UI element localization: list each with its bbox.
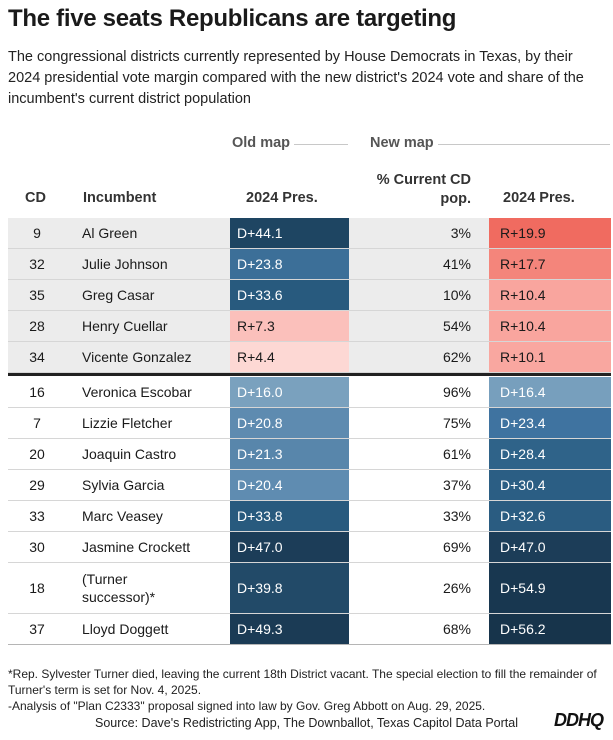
share-cell: 10% bbox=[442, 287, 471, 303]
old-map-group-header: Old map bbox=[228, 135, 348, 155]
share-cell: 62% bbox=[442, 349, 471, 365]
chart-subtitle: The congressional districts currently re… bbox=[8, 49, 584, 107]
old-pres-cell: R+4.4 bbox=[230, 342, 349, 372]
new-pres-cell: D+32.6 bbox=[489, 501, 611, 531]
share-cell: 61% bbox=[442, 446, 471, 462]
incumbent-cell: Henry Cuellar bbox=[82, 318, 168, 334]
share-cell: 96% bbox=[442, 384, 471, 400]
old-pres-cell: D+23.8 bbox=[230, 249, 349, 279]
new-pres-cell: D+54.9 bbox=[489, 563, 611, 613]
share-cell: 33% bbox=[442, 508, 471, 524]
old-pres-cell: D+16.0 bbox=[230, 377, 349, 407]
new-pres-cell: D+30.4 bbox=[489, 470, 611, 500]
cd-cell: 28 bbox=[29, 318, 45, 334]
new-map-group-header: New map bbox=[366, 135, 610, 155]
table-row: 34 Vicente Gonzalez R+4.4 62% R+10.1 bbox=[8, 342, 611, 373]
cd-cell: 37 bbox=[29, 621, 45, 637]
new-pres-cell: D+23.4 bbox=[489, 408, 611, 438]
incumbent-cell: Joaquin Castro bbox=[82, 446, 177, 462]
ddhq-logo: DDHQ bbox=[554, 710, 604, 730]
new-pres-cell: R+19.9 bbox=[489, 218, 611, 248]
table-row: 9 Al Green D+44.1 3% R+19.9 bbox=[8, 218, 611, 249]
table-row: 7 Lizzie Fletcher D+20.8 75% D+23.4 bbox=[8, 408, 611, 439]
share-cell: 26% bbox=[442, 580, 471, 596]
header-cd: CD bbox=[25, 190, 46, 206]
table-row: 28 Henry Cuellar R+7.3 54% R+10.4 bbox=[8, 311, 611, 342]
header-new-pres: 2024 Pres. bbox=[503, 190, 575, 206]
footnote-turner: *Rep. Sylvester Turner died, leaving the… bbox=[8, 667, 597, 697]
incumbent-cell: Greg Casar bbox=[82, 287, 155, 303]
incumbent-cell: (Turner successor)* bbox=[82, 571, 156, 605]
cd-cell: 16 bbox=[29, 384, 45, 400]
table-row: 37 Lloyd Doggett D+49.3 68% D+56.2 bbox=[8, 614, 611, 645]
old-pres-cell: D+20.4 bbox=[230, 470, 349, 500]
table-row: 35 Greg Casar D+33.6 10% R+10.4 bbox=[8, 280, 611, 311]
cd-cell: 7 bbox=[33, 415, 41, 431]
cd-cell: 30 bbox=[29, 539, 45, 555]
chart-title: The five seats Republicans are targeting bbox=[8, 5, 457, 32]
cd-cell: 20 bbox=[29, 446, 45, 462]
header-share: % Current CD pop. bbox=[366, 171, 471, 209]
header-share-line2: pop. bbox=[440, 191, 471, 207]
incumbent-cell: Julie Johnson bbox=[82, 256, 168, 272]
old-map-label: Old map bbox=[228, 135, 295, 151]
table-row: 32 Julie Johnson D+23.8 41% R+17.7 bbox=[8, 249, 611, 280]
incumbent-cell: Jasmine Crockett bbox=[82, 539, 191, 555]
table-row: 30 Jasmine Crockett D+47.0 69% D+47.0 bbox=[8, 532, 611, 563]
new-pres-cell: D+56.2 bbox=[489, 614, 611, 644]
incumbent-cell: Veronica Escobar bbox=[82, 384, 192, 400]
share-cell: 68% bbox=[442, 621, 471, 637]
targeted-seats-divider bbox=[8, 373, 611, 376]
incumbent-cell: Lloyd Doggett bbox=[82, 621, 169, 637]
header-old-pres: 2024 Pres. bbox=[246, 190, 318, 206]
incumbent-cell: Marc Veasey bbox=[82, 508, 163, 524]
cd-cell: 33 bbox=[29, 508, 45, 524]
old-pres-cell: D+20.8 bbox=[230, 408, 349, 438]
share-cell: 3% bbox=[450, 225, 471, 241]
header-incumbent: Incumbent bbox=[83, 190, 157, 206]
old-pres-cell: D+33.6 bbox=[230, 280, 349, 310]
footnotes: *Rep. Sylvester Turner died, leaving the… bbox=[8, 666, 608, 714]
new-pres-cell: D+47.0 bbox=[489, 532, 611, 562]
new-pres-cell: R+10.4 bbox=[489, 311, 611, 341]
table-row: 29 Sylvia Garcia D+20.4 37% D+30.4 bbox=[8, 470, 611, 501]
cd-cell: 9 bbox=[33, 225, 41, 241]
new-pres-cell: D+28.4 bbox=[489, 439, 611, 469]
incumbent-cell: Vicente Gonzalez bbox=[82, 349, 192, 365]
table-row: 20 Joaquin Castro D+21.3 61% D+28.4 bbox=[8, 439, 611, 470]
cd-cell: 32 bbox=[29, 256, 45, 272]
table-row: 33 Marc Veasey D+33.8 33% D+32.6 bbox=[8, 501, 611, 532]
cd-cell: 29 bbox=[29, 477, 45, 493]
share-cell: 54% bbox=[442, 318, 471, 334]
new-pres-cell: D+16.4 bbox=[489, 377, 611, 407]
share-cell: 69% bbox=[442, 539, 471, 555]
new-map-label: New map bbox=[366, 135, 438, 151]
old-pres-cell: D+33.8 bbox=[230, 501, 349, 531]
table-row: 16 Veronica Escobar D+16.0 96% D+16.4 bbox=[8, 377, 611, 408]
old-pres-cell: D+21.3 bbox=[230, 439, 349, 469]
source-line: Source: Dave's Redistricting App, The Do… bbox=[95, 716, 518, 730]
cd-cell: 34 bbox=[29, 349, 45, 365]
incumbent-cell: Sylvia Garcia bbox=[82, 477, 165, 493]
old-pres-cell: D+44.1 bbox=[230, 218, 349, 248]
new-pres-cell: R+10.4 bbox=[489, 280, 611, 310]
share-cell: 37% bbox=[442, 477, 471, 493]
new-pres-cell: R+10.1 bbox=[489, 342, 611, 372]
incumbent-cell: Lizzie Fletcher bbox=[82, 415, 173, 431]
incumbent-cell: Al Green bbox=[82, 225, 138, 241]
cd-cell: 35 bbox=[29, 287, 45, 303]
header-share-line1: % Current CD bbox=[376, 172, 471, 188]
cd-cell: 18 bbox=[29, 580, 45, 596]
old-pres-cell: R+7.3 bbox=[230, 311, 349, 341]
table-row: 18 (Turner successor)* D+39.8 26% D+54.9 bbox=[8, 563, 611, 614]
share-cell: 41% bbox=[442, 256, 471, 272]
old-pres-cell: D+47.0 bbox=[230, 532, 349, 562]
new-pres-cell: R+17.7 bbox=[489, 249, 611, 279]
footnote-plan: -Analysis of "Plan C2333" proposal signe… bbox=[8, 699, 486, 713]
old-pres-cell: D+49.3 bbox=[230, 614, 349, 644]
share-cell: 75% bbox=[442, 415, 471, 431]
old-pres-cell: D+39.8 bbox=[230, 563, 349, 613]
